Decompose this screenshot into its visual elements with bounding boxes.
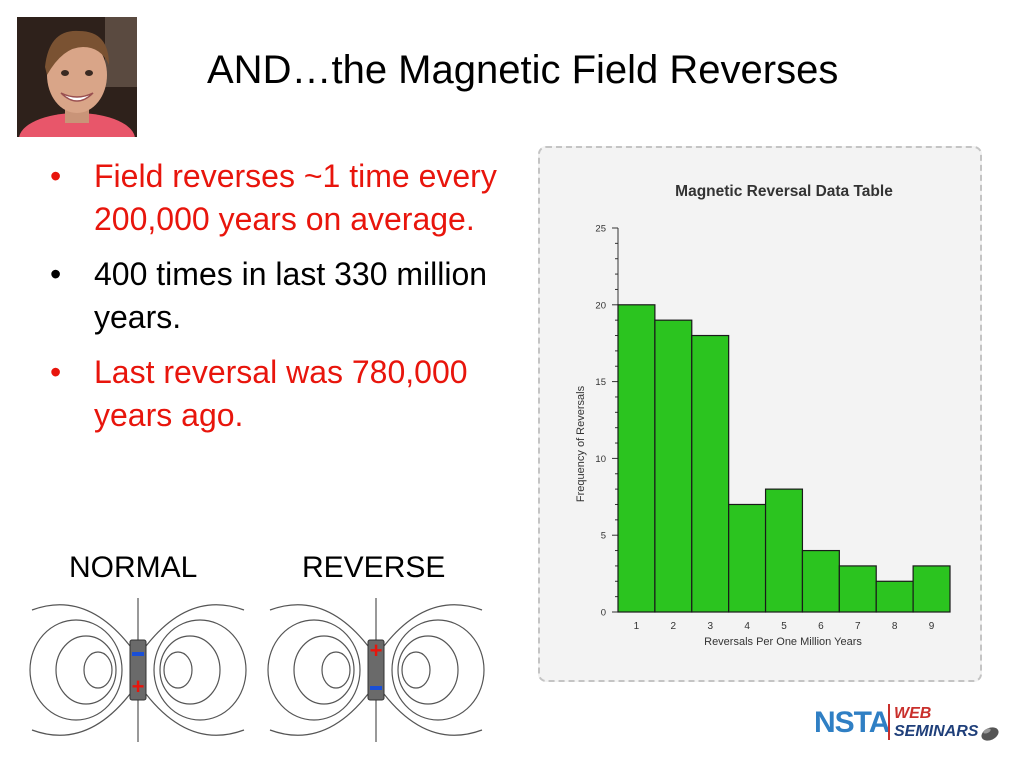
nsta-logo-icon: NSTA WEB SEMINARS	[814, 704, 999, 741]
chart-bar	[654, 319, 693, 613]
bullet-text: 400 times in last 330 million years.	[94, 256, 488, 335]
chart-y-tick-label: 20	[595, 300, 606, 311]
bullet-dot: •	[50, 158, 62, 194]
nsta-web-seminars-logo: NSTA WEB SEMINARS	[812, 698, 1008, 748]
chart-x-axis-label: Reversals Per One Million Years	[704, 636, 862, 648]
reverse-label: REVERSE	[302, 551, 446, 584]
chart-bar	[875, 580, 914, 613]
chart-y-tick-label: 25	[595, 224, 606, 235]
bullet-text: Last reversal was 780,000 years ago.	[94, 354, 468, 433]
normal-magnet-diagram: +	[26, 590, 250, 750]
normal-label: NORMAL	[69, 551, 198, 584]
reversal-bar-chart: Magnetic Reversal Data Table Frequency o…	[575, 183, 951, 648]
chart-x-tick-label: 3	[707, 621, 713, 632]
chart-title: Magnetic Reversal Data Table	[675, 183, 893, 200]
chart-x-tick-label: 2	[671, 621, 677, 632]
reverse-magnet-diagram: +	[264, 590, 488, 750]
chart-y-axis-label: Frequency of Reversals	[575, 385, 587, 502]
magnet-field-icon: +	[29, 598, 247, 742]
chart-x-tick-label: 8	[892, 621, 898, 632]
bullet-dot: •	[50, 354, 62, 390]
bullet-item: • Last reversal was 780,000 years ago.	[44, 351, 524, 437]
chart-x-tick-label: 7	[855, 621, 861, 632]
magnet-field-icon: +	[267, 598, 485, 742]
chart-x-tick-label: 9	[929, 621, 935, 632]
logo-web: WEB	[894, 705, 931, 722]
chart-panel: Magnetic Reversal Data Table Frequency o…	[538, 146, 982, 682]
chart-x-tick-label: 1	[634, 621, 640, 632]
logo-brand: NSTA	[814, 706, 890, 739]
chart-y-tick-label: 10	[595, 454, 606, 465]
bullet-item: • Field reverses ~1 time every 200,000 y…	[44, 155, 524, 241]
chart-bar	[764, 488, 804, 613]
presenter-photo	[17, 17, 137, 137]
slide-title: AND…the Magnetic Field Reverses	[207, 48, 839, 92]
logo-seminars: SEMINARS	[894, 723, 979, 740]
chart-bar	[691, 334, 730, 613]
plus-sign: +	[370, 638, 383, 663]
bullet-list: • Field reverses ~1 time every 200,000 y…	[44, 155, 524, 449]
chart-y-tick-label: 0	[601, 608, 606, 619]
chart-bar	[617, 304, 656, 613]
chart-bar	[912, 565, 951, 613]
chart-x-tick-label: 4	[744, 621, 750, 632]
bullet-text: Field reverses ~1 time every 200,000 yea…	[94, 158, 497, 237]
plus-sign: +	[132, 674, 145, 699]
presenter-avatar-icon	[17, 17, 137, 137]
chart-y-tick-label: 5	[601, 531, 606, 542]
chart-bar	[801, 549, 840, 613]
chart-x-tick-label: 5	[781, 621, 787, 632]
chart-bar	[838, 565, 877, 613]
bullet-item: • 400 times in last 330 million years.	[44, 253, 524, 339]
chart-x-tick-label: 6	[818, 621, 824, 632]
chart-y-tick-label: 15	[595, 377, 606, 388]
bullet-dot: •	[50, 256, 62, 292]
chart-bar	[728, 503, 767, 613]
